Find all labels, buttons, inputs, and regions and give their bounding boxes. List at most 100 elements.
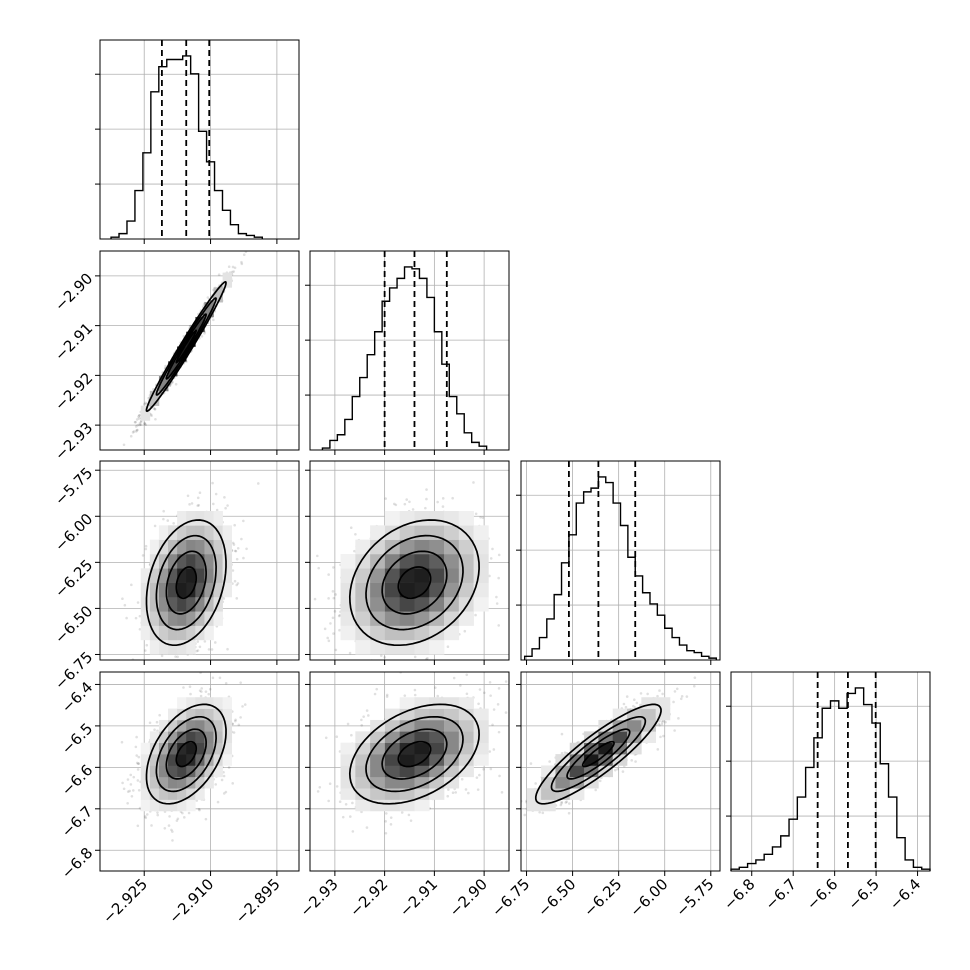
sample-point <box>132 775 136 779</box>
density-bin <box>177 539 187 555</box>
density-bin <box>168 553 178 569</box>
sample-point <box>216 800 220 804</box>
sample-point <box>383 655 387 659</box>
histogram-p0 <box>110 55 263 239</box>
sample-point <box>331 616 335 620</box>
density-bins <box>340 511 489 655</box>
density-bin <box>429 511 445 526</box>
density-bin <box>222 525 233 540</box>
sample-point <box>223 496 226 499</box>
density-bin <box>458 596 474 612</box>
sample-point <box>245 242 248 245</box>
sample-point <box>138 422 142 425</box>
sample-point <box>182 686 185 689</box>
sample-point <box>198 491 202 494</box>
density-bin <box>158 625 169 641</box>
scatter-panel-p0-p1 <box>95 242 300 455</box>
density-bin <box>213 568 223 583</box>
sample-point <box>451 496 454 500</box>
sample-point <box>169 662 172 665</box>
density-bin <box>195 596 205 612</box>
density-bin <box>473 582 489 598</box>
sample-point <box>207 692 211 696</box>
density-bin <box>195 553 205 569</box>
density-bin <box>204 525 214 540</box>
density-bin <box>399 568 415 583</box>
sample-point <box>176 817 180 821</box>
sample-point <box>215 508 219 512</box>
density-bin <box>458 525 474 540</box>
density-bin <box>399 553 415 569</box>
density-bin <box>399 611 415 626</box>
sample-point <box>138 423 142 427</box>
density-bin <box>340 582 356 598</box>
density-bin <box>222 553 233 569</box>
sample-point <box>334 648 338 652</box>
sample-point <box>332 596 336 600</box>
sample-point <box>411 508 415 511</box>
density-bin <box>158 596 169 612</box>
density-bin <box>370 539 386 555</box>
density-bin <box>177 346 187 362</box>
density-bin <box>213 287 223 303</box>
sample-point <box>387 668 390 671</box>
density-bin <box>444 539 460 555</box>
sample-point <box>132 430 136 433</box>
sample-point <box>144 401 147 405</box>
density-bin <box>384 553 400 569</box>
density-bin <box>149 390 160 406</box>
sample-point <box>333 610 337 613</box>
density-bin <box>177 568 187 583</box>
density-bin <box>177 596 187 612</box>
sample-point <box>329 622 332 625</box>
density-bin <box>177 639 187 655</box>
sample-point <box>131 431 135 434</box>
sample-point <box>441 505 445 508</box>
sample-point <box>242 519 245 523</box>
sample-point <box>235 557 239 561</box>
density-bin <box>444 582 460 598</box>
sample-point <box>240 260 243 264</box>
hist-panel-p0 <box>95 39 300 240</box>
sample-point <box>153 524 157 528</box>
density-bin <box>149 639 160 655</box>
sample-point <box>137 415 140 418</box>
hist-panel-p2 <box>516 460 721 661</box>
sample-point <box>144 423 147 426</box>
density-bin <box>158 376 169 392</box>
sample-point <box>392 502 396 506</box>
density-bin <box>473 596 489 612</box>
density-bin <box>186 582 196 598</box>
density-bin <box>204 625 214 641</box>
sample-point <box>384 497 387 500</box>
density-bin <box>140 405 151 421</box>
sample-point <box>425 657 428 660</box>
density-bin <box>168 611 178 626</box>
density-bin <box>186 553 196 569</box>
sample-point <box>488 574 491 578</box>
density-bin <box>370 582 386 598</box>
density-bin <box>186 639 196 655</box>
sample-point <box>436 500 439 504</box>
histogram-p1 <box>321 266 488 450</box>
sample-point <box>327 597 330 600</box>
sample-point <box>187 811 191 815</box>
density-bin <box>213 611 223 626</box>
panel-frame <box>730 671 931 872</box>
panel-frame <box>99 39 300 240</box>
density-bin <box>429 625 445 641</box>
contour-level-3 <box>145 280 227 413</box>
density-bin <box>158 553 169 569</box>
density-bin <box>429 568 445 583</box>
sample-point <box>231 782 235 785</box>
density-bin <box>149 596 160 612</box>
sample-point <box>143 402 146 406</box>
sample-point <box>332 632 335 635</box>
sample-point <box>204 690 208 693</box>
sample-point <box>207 648 211 651</box>
panel-frame <box>520 460 721 661</box>
sample-point <box>446 680 449 683</box>
sample-point <box>139 420 143 424</box>
sample-point <box>154 417 157 421</box>
density-bin <box>370 611 386 626</box>
